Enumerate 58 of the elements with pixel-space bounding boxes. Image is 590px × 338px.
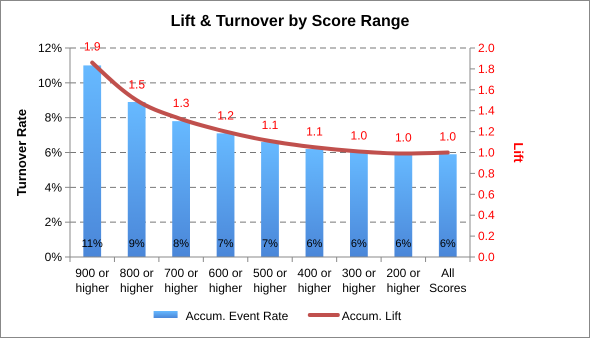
data-label: 6% bbox=[395, 238, 412, 250]
y-tick-label: 4% bbox=[44, 180, 62, 194]
legend-label: Accum. Event Rate bbox=[186, 309, 289, 323]
y2-tick-label: 1.6 bbox=[478, 82, 496, 97]
data-label: 1.2 bbox=[217, 108, 234, 123]
y-tick-label: 10% bbox=[38, 76, 62, 90]
bar bbox=[438, 154, 457, 257]
data-label: 1.0 bbox=[394, 130, 412, 145]
legend-label: Accum. Lift bbox=[342, 309, 402, 323]
data-label: 1.1 bbox=[262, 118, 279, 132]
y-tick-label: 12% bbox=[38, 41, 62, 55]
data-label: 8% bbox=[173, 238, 190, 250]
x-tick-label: 900 or higher bbox=[75, 266, 110, 295]
y2-tick-label: 0.0 bbox=[478, 250, 496, 264]
data-label: 7% bbox=[262, 238, 278, 250]
y2-tick-label: 1.2 bbox=[478, 124, 496, 139]
data-label: 1.1 bbox=[306, 124, 324, 138]
bar bbox=[350, 152, 368, 257]
data-label: 1.3 bbox=[172, 96, 190, 110]
x-tick-label: 300 or higher bbox=[342, 266, 376, 295]
y2-tick-label: 0.4 bbox=[478, 208, 496, 222]
y2-tick-label: 0.6 bbox=[478, 187, 496, 202]
y2-tick-label: 0.8 bbox=[478, 166, 496, 180]
data-label: 1.9 bbox=[84, 40, 101, 54]
bar bbox=[83, 65, 102, 257]
data-label: 6% bbox=[350, 238, 368, 250]
data-label: 9% bbox=[128, 238, 145, 250]
y2-axis-title: Lift bbox=[511, 142, 526, 164]
x-tick-label: 800 or higher bbox=[120, 266, 154, 295]
y-tick-label: 6% bbox=[44, 146, 62, 160]
x-tick-label: 200 or higher bbox=[386, 266, 420, 295]
data-label: 6% bbox=[440, 238, 456, 250]
bar bbox=[394, 154, 412, 257]
data-label: 6% bbox=[306, 238, 323, 250]
data-label: 1.0 bbox=[350, 128, 368, 142]
x-tick-label: 700 or higher bbox=[164, 266, 198, 295]
data-label: 1.5 bbox=[128, 77, 146, 92]
x-tick-label: 400 or higher bbox=[297, 266, 332, 295]
data-label: 7% bbox=[218, 238, 234, 250]
y2-tick-label: 2.0 bbox=[478, 41, 496, 55]
y2-tick-label: 1.0 bbox=[478, 146, 496, 160]
bar bbox=[216, 133, 234, 257]
chart-title: Lift & Turnover by Score Range bbox=[170, 13, 410, 30]
x-tick-label: 500 or higher bbox=[252, 266, 288, 295]
data-label: 1.0 bbox=[439, 130, 456, 144]
bar bbox=[306, 149, 324, 257]
bar bbox=[261, 142, 279, 257]
x-tick-label: 600 or higher bbox=[208, 266, 243, 295]
y-tick-label: 0% bbox=[44, 250, 62, 264]
y2-tick-label: 1.8 bbox=[478, 62, 496, 76]
y-axis-title: Turnover Rate bbox=[14, 108, 29, 196]
y-tick-label: 8% bbox=[44, 110, 62, 125]
y2-tick-label: 0.2 bbox=[478, 229, 496, 244]
bar bbox=[128, 102, 146, 257]
bar bbox=[172, 121, 190, 257]
y2-tick-label: 1.4 bbox=[478, 104, 496, 118]
x-tick-label: All Scores bbox=[429, 266, 466, 295]
y-tick-label: 2% bbox=[44, 215, 62, 230]
